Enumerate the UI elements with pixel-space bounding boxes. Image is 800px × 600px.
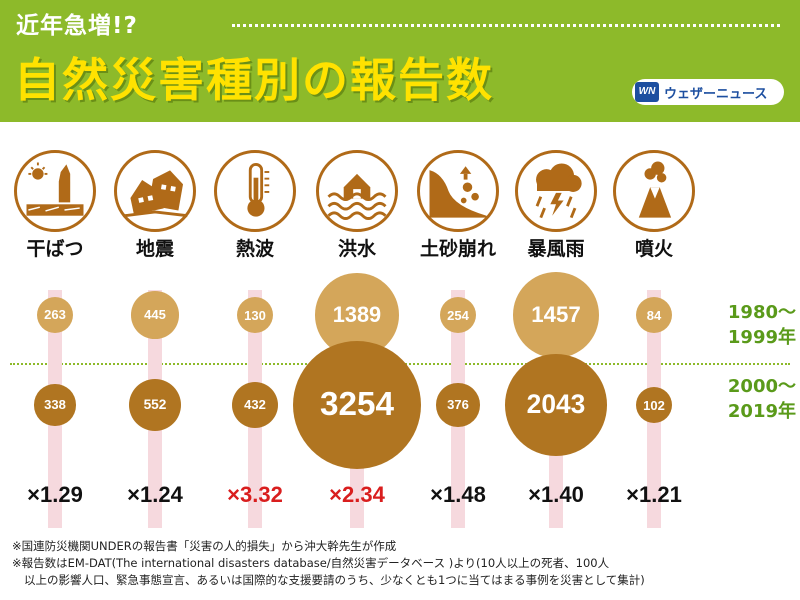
increase-ratio: ×3.32 — [227, 482, 283, 507]
increase-ratio: ×1.48 — [430, 482, 486, 507]
disaster-type-label: 土砂崩れ — [419, 238, 496, 260]
bubble-2000-2019: 376 — [436, 383, 480, 427]
disaster-type-label: 地震 — [135, 238, 174, 260]
disaster-type-label: 洪水 — [337, 238, 376, 260]
bubble-2000-2019: 2043 — [505, 354, 607, 456]
bubble-2000-2019: 102 — [636, 387, 672, 423]
disaster-type-label: 熱波 — [235, 238, 274, 260]
footnote-definition: ※報告数はEM-DAT(The international disasters … — [12, 556, 610, 570]
bubble-1980-1999: 445 — [131, 291, 179, 339]
bubble-1980-1999: 1457 — [513, 272, 599, 358]
footnote-definition-cont: 以上の影響人口、緊急事態宣言、あるいは国際的な支援要請のうち、少なくとも1つに当… — [24, 573, 645, 587]
increase-ratio: ×1.21 — [626, 482, 682, 507]
volcano-icon — [613, 150, 695, 232]
increase-ratio: ×1.24 — [127, 482, 183, 507]
bubble-2000-2019: 432 — [231, 381, 279, 429]
logo-text: ウェザーニュース — [664, 87, 768, 102]
header-banner: 近年急増!? 自然災害種別の報告数 WN ウェザーニュース — [0, 0, 800, 122]
bubble-1980-1999: 130 — [237, 297, 273, 333]
period-label-1980: 1980〜 1999年 — [727, 302, 796, 348]
bubble-1980-1999: 84 — [636, 297, 672, 333]
wn-logo-icon: WN — [635, 82, 659, 102]
disaster-type-label: 干ばつ — [26, 238, 84, 260]
disaster-type-label: 噴火 — [634, 238, 673, 260]
increase-ratio: ×1.29 — [27, 482, 83, 507]
storm-icon — [515, 150, 597, 232]
drought-icon — [14, 150, 96, 232]
header-subtitle: 近年急増!? — [16, 13, 138, 39]
period-label-2000: 2000〜 2019年 — [727, 376, 796, 422]
bubble-2000-2019: 552 — [128, 378, 182, 432]
header-dotted-line — [232, 24, 780, 27]
landslide-icon — [417, 150, 499, 232]
bubble-1980-1999: 254 — [440, 297, 476, 333]
bubble-1980-1999: 263 — [36, 296, 74, 334]
flood-icon — [316, 150, 398, 232]
bubble-2000-2019: 338 — [34, 384, 76, 426]
earthquake-icon — [114, 150, 196, 232]
footnote-source: ※国連防災機関UNDERの報告書「災害の人的損失」から沖大幹先生が作成 — [12, 539, 397, 553]
weathernews-logo: WN ウェザーニュース — [632, 79, 784, 105]
bubble-2000-2019: 3254 — [293, 341, 421, 469]
increase-ratio: ×2.34 — [329, 482, 385, 507]
footnotes: ※国連防災機関UNDERの報告書「災害の人的損失」から沖大幹先生が作成 ※報告数… — [12, 538, 792, 589]
page-title: 自然災害種別の報告数 — [14, 53, 494, 107]
disaster-type-label: 暴風雨 — [527, 238, 585, 260]
increase-ratio: ×1.40 — [528, 482, 584, 507]
thermometer-icon — [214, 150, 296, 232]
